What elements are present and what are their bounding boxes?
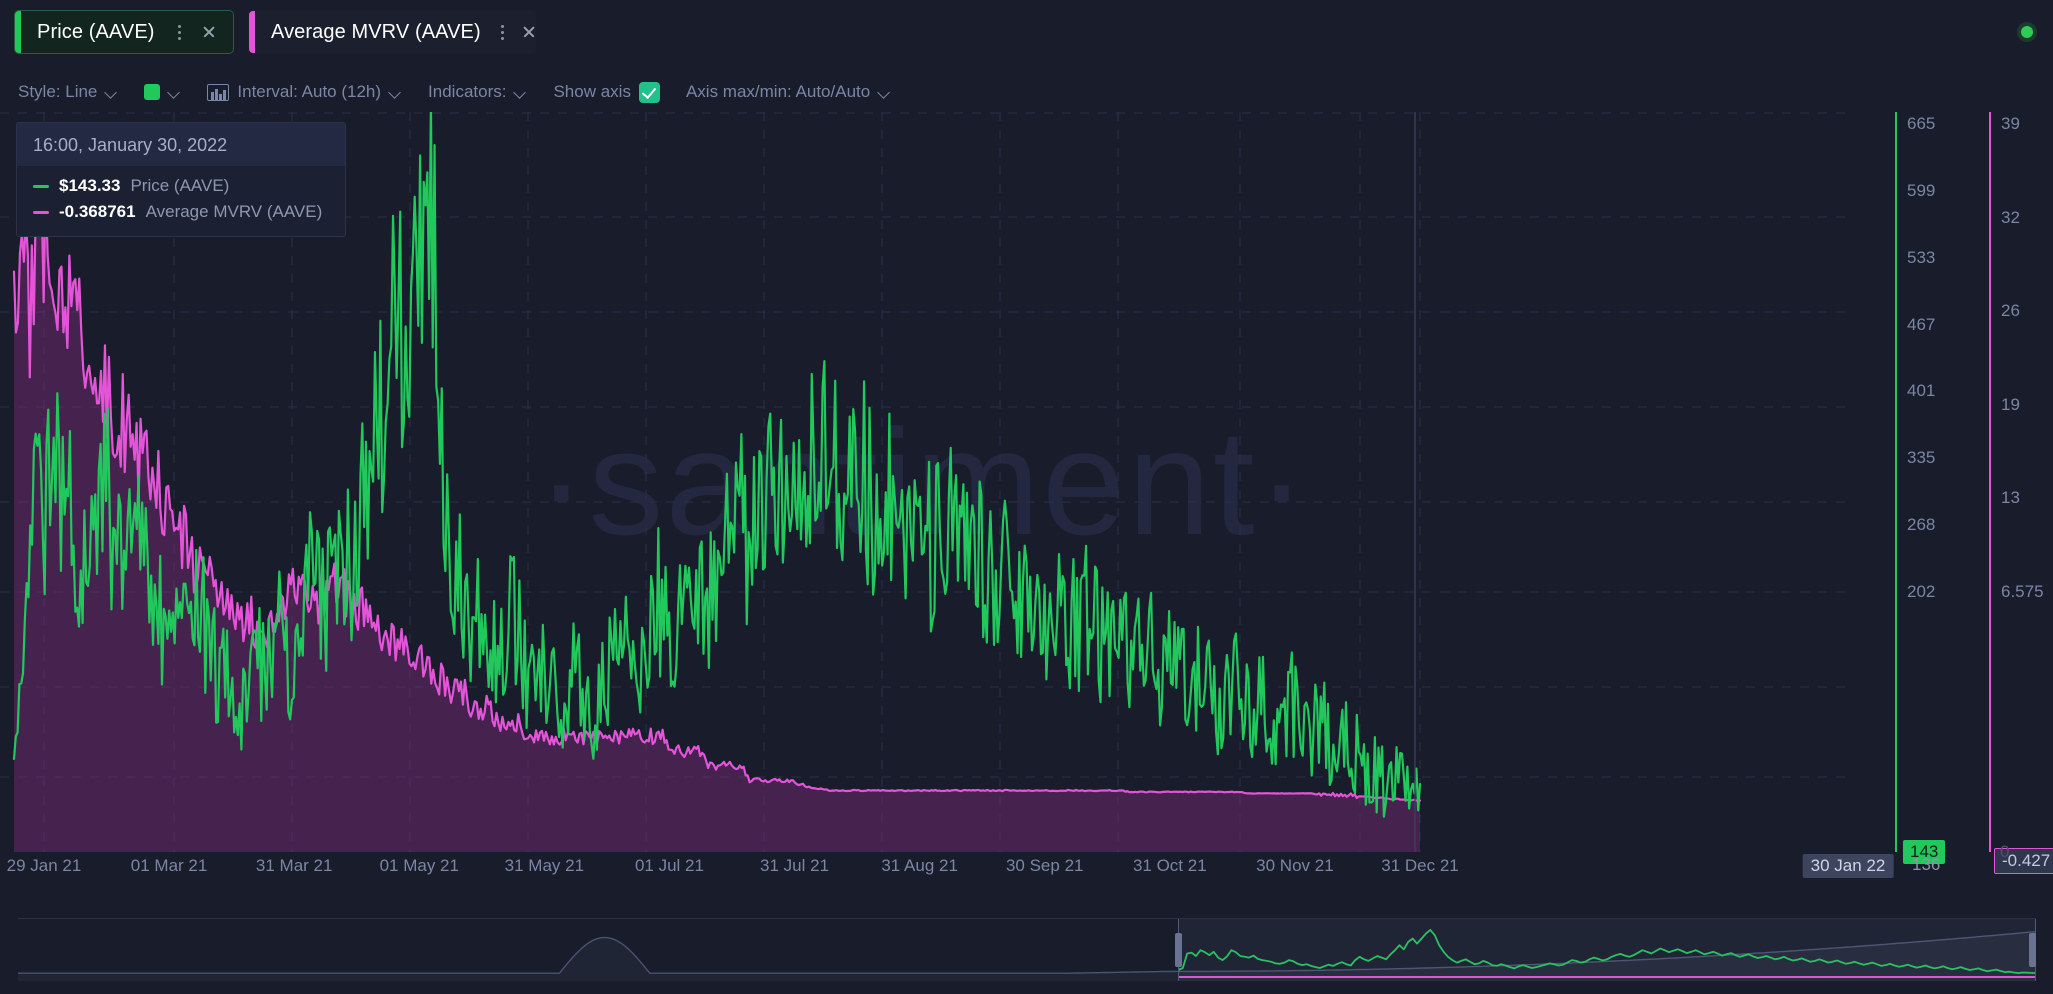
chevron-down-icon xyxy=(389,86,402,99)
chart-tooltip: 16:00, January 30, 2022 $143.33 Price (A… xyxy=(16,122,346,237)
axis-tick: 533 xyxy=(1907,247,1936,267)
indicators-label: Indicators: xyxy=(428,82,507,101)
tab-label-mvrv: Average MVRV (AAVE) xyxy=(271,20,481,43)
bar-chart-icon xyxy=(207,83,230,101)
x-axis-tick: 29 Jan 21 xyxy=(6,856,82,875)
axis-tick: 665 xyxy=(1907,114,1936,133)
chevron-down-icon xyxy=(514,86,527,99)
x-axis-tick: 31 Oct 21 xyxy=(1132,856,1207,875)
interval-selector[interactable]: Interval: Auto (12h) xyxy=(207,82,402,102)
tooltip-name-price: Price (AAVE) xyxy=(130,176,230,195)
tab-accent-pink xyxy=(249,11,255,53)
tab-bar: Price (AAVE) Average MVRV (AAVE) xyxy=(0,0,2053,62)
x-axis-tick: 01 Jul 21 xyxy=(634,856,704,875)
navigator-handle-right[interactable] xyxy=(2029,933,2036,967)
axis-tick: 32 xyxy=(2001,207,2020,227)
mvrv-current-badge: -0.427 xyxy=(1994,848,2053,874)
interval-label: Interval: Auto (12h) xyxy=(237,82,382,101)
tooltip-value-price: $143.33 xyxy=(59,176,121,195)
axis-minmax-selector[interactable]: Axis max/min: Auto/Auto xyxy=(686,82,891,102)
axis-line-pink xyxy=(1989,112,1991,852)
x-axis-tick: 31 Dec 21 xyxy=(1381,856,1459,875)
show-axis-toggle[interactable]: Show axis xyxy=(553,81,660,103)
style-label: Style: Line xyxy=(18,82,98,101)
x-axis-cursor-label: 30 Jan 22 xyxy=(1802,854,1894,878)
x-axis-tick: 30 Sep 21 xyxy=(1005,856,1084,875)
show-axis-label: Show axis xyxy=(553,82,631,101)
chevron-down-icon xyxy=(168,86,181,99)
live-status-icon xyxy=(2017,22,2037,42)
x-axis: 29 Jan 21 01 Mar 21 31 Mar 21 01 May 21 31 M… xyxy=(0,854,1900,886)
navigator-selection[interactable] xyxy=(1178,919,2036,981)
axis-tick: 599 xyxy=(1907,180,1936,200)
x-axis-tick: 31 May 21 xyxy=(504,856,585,875)
axis-tick: 401 xyxy=(1907,381,1936,401)
x-axis-tick: 01 May 21 xyxy=(379,856,459,875)
axis-tick: 26 xyxy=(2001,301,2020,321)
price-axis-min-label: 136 xyxy=(1912,855,1941,874)
close-icon-price[interactable] xyxy=(191,12,225,52)
series-swatch-pink xyxy=(33,210,49,214)
tooltip-rows: $143.33 Price (AAVE) -0.368761 Average M… xyxy=(17,166,345,236)
series-swatch-green xyxy=(33,184,49,188)
x-axis-tick: 31 Aug 21 xyxy=(881,856,958,875)
color-selector[interactable] xyxy=(144,84,181,100)
y-axis-mvrv[interactable]: 39 32 26 19 13 6.575 xyxy=(1989,112,2053,852)
chart-plot-area[interactable] xyxy=(0,112,1845,852)
tab-average-mvrv-aave[interactable]: Average MVRV (AAVE) xyxy=(248,10,536,54)
tab-menu-icon-mvrv[interactable] xyxy=(495,19,511,45)
mvrv-axis-zero-label: 0 xyxy=(2000,842,2010,861)
chart-svg xyxy=(0,112,1845,852)
tab-menu-icon-price[interactable] xyxy=(169,19,191,45)
axis-tick: 13 xyxy=(2001,488,2020,508)
axis-minmax-label: Axis max/min: Auto/Auto xyxy=(685,82,871,101)
tooltip-name-mvrv: Average MVRV (AAVE) xyxy=(145,202,323,221)
chart-toolbar: Style: Line Interval: Auto (12h) Indicat… xyxy=(0,76,2053,108)
style-selector[interactable]: Style: Line xyxy=(18,82,118,102)
axis-tick: 335 xyxy=(1907,448,1936,468)
tooltip-row-price: $143.33 Price (AAVE) xyxy=(33,176,329,196)
axis-tick: 19 xyxy=(2001,394,2020,414)
y-axis-price[interactable]: 665 599 533 467 401 335 268 202 xyxy=(1895,112,1955,852)
tab-accent-green xyxy=(15,11,21,53)
navigator-handle-left[interactable] xyxy=(1175,933,1183,967)
axis-tick: 202 xyxy=(1907,582,1936,601)
check-icon[interactable] xyxy=(638,81,660,103)
x-axis-tick: 31 Jul 21 xyxy=(760,856,830,875)
tooltip-value-mvrv: -0.368761 xyxy=(59,202,136,221)
chevron-down-icon xyxy=(105,86,118,99)
axis-tick: 268 xyxy=(1907,515,1936,535)
chevron-down-icon xyxy=(878,86,891,99)
tooltip-timestamp: 16:00, January 30, 2022 xyxy=(17,123,345,166)
range-navigator[interactable] xyxy=(18,918,2036,981)
x-axis-tick: 30 Nov 21 xyxy=(1256,856,1334,875)
color-swatch-icon xyxy=(144,84,161,100)
navigator-svg xyxy=(18,929,2036,981)
indicators-selector[interactable]: Indicators: xyxy=(428,82,527,102)
close-icon-mvrv[interactable] xyxy=(511,12,535,52)
tab-label-price: Price (AAVE) xyxy=(37,20,155,43)
axis-tick: 39 xyxy=(2001,114,2020,133)
x-axis-tick: 01 Mar 21 xyxy=(130,856,208,875)
tooltip-row-mvrv: -0.368761 Average MVRV (AAVE) xyxy=(33,202,329,222)
x-axis-tick: 31 Mar 21 xyxy=(255,856,333,875)
axis-tick: 467 xyxy=(1907,314,1936,334)
price-current-badge: 143 xyxy=(1903,840,1946,864)
tab-price-aave[interactable]: Price (AAVE) xyxy=(14,10,234,54)
axis-tick: 6.575 xyxy=(2001,582,2044,601)
axis-line-green xyxy=(1895,112,1897,852)
